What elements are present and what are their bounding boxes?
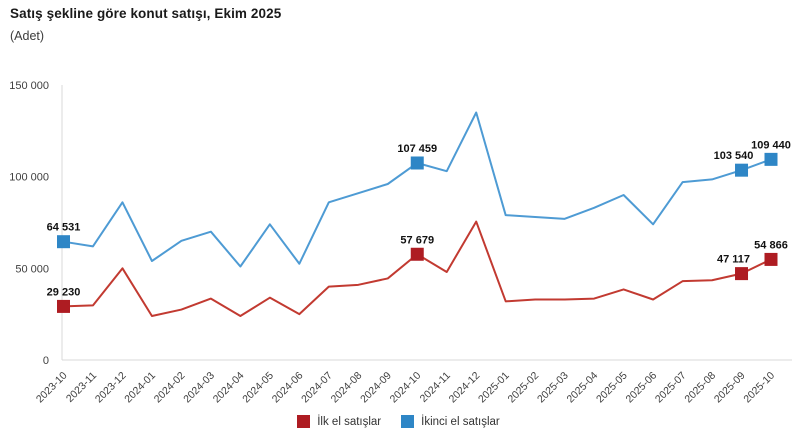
x-tick-label: 2025-10 — [741, 370, 777, 406]
x-tick-label: 2024-08 — [329, 370, 365, 406]
x-tick-label: 2024-02 — [152, 370, 188, 406]
x-tick-label: 2023-11 — [64, 370, 99, 405]
x-tick-label: 2024-04 — [211, 370, 247, 406]
data-point-label: 64 531 — [47, 222, 81, 234]
chart-svg: 0 50 000 100 000 150 000 2023-102023-112023-… — [9, 80, 792, 406]
x-tick-label: 2025-06 — [623, 370, 659, 406]
x-tick-label: 2024-09 — [358, 370, 394, 406]
x-tick-label: 2025-07 — [653, 370, 689, 406]
x-tick-label: 2025-02 — [506, 370, 542, 406]
x-tick-label: 2024-07 — [299, 370, 335, 406]
x-tick-label: 2024-01 — [122, 370, 158, 406]
x-tick-label: 2024-03 — [181, 370, 217, 406]
data-point-label: 107 459 — [397, 143, 437, 155]
data-point-marker — [735, 163, 749, 177]
data-point-label: 109 440 — [751, 139, 791, 151]
data-point-label: 47 117 — [717, 254, 750, 266]
data-point-label: 103 540 — [714, 150, 754, 162]
x-tick-label: 2024-10 — [388, 370, 424, 406]
legend-item-second-hand[interactable]: İkinci el satışlar — [401, 415, 500, 428]
data-point-marker — [410, 156, 424, 170]
chart-legend: İlk el satışlar İkinci el satışlar — [0, 415, 797, 428]
x-tick-label: 2024-12 — [447, 370, 483, 406]
data-point-marker — [764, 152, 778, 166]
y-tick-label: 100 000 — [9, 172, 49, 184]
x-tick-label: 2025-09 — [712, 370, 748, 406]
data-point-marker — [735, 267, 749, 281]
data-point-marker — [57, 299, 70, 313]
x-tick-label: 2025-03 — [535, 370, 571, 406]
legend-label-second-hand: İkinci el satışlar — [421, 415, 500, 428]
x-tick-label: 2025-01 — [476, 370, 512, 406]
y-tick-label: 150 000 — [9, 80, 49, 92]
x-tick-label: 2024-05 — [240, 370, 276, 406]
data-point-marker — [410, 247, 424, 261]
y-tick-label: 0 — [43, 355, 49, 367]
legend-item-first-hand[interactable]: İlk el satışlar — [297, 415, 381, 428]
data-point-label: 29 230 — [47, 286, 81, 298]
x-tick-label: 2025-04 — [565, 370, 601, 406]
data-point-label: 57 679 — [400, 234, 434, 246]
x-tick-label: 2023-10 — [34, 370, 70, 406]
x-tick-label: 2023-12 — [93, 370, 129, 406]
chart-subtitle: (Adet) — [10, 29, 45, 43]
x-tick-label: 2025-08 — [682, 370, 718, 406]
legend-swatch-second-hand-icon — [401, 415, 415, 428]
x-tick-label: 2024-06 — [270, 370, 306, 406]
data-point-marker — [57, 235, 70, 249]
data-point-label: 54 866 — [754, 239, 788, 251]
y-tick-label: 50 000 — [15, 263, 49, 275]
legend-label-first-hand: İlk el satışlar — [317, 415, 382, 428]
data-point-marker — [764, 252, 778, 266]
legend-swatch-first-hand-icon — [297, 415, 311, 428]
x-tick-label: 2025-05 — [594, 370, 630, 406]
x-tick-label: 2024-11 — [418, 370, 453, 405]
chart-title: Satış şekline göre konut satışı, Ekim 20… — [10, 6, 282, 21]
